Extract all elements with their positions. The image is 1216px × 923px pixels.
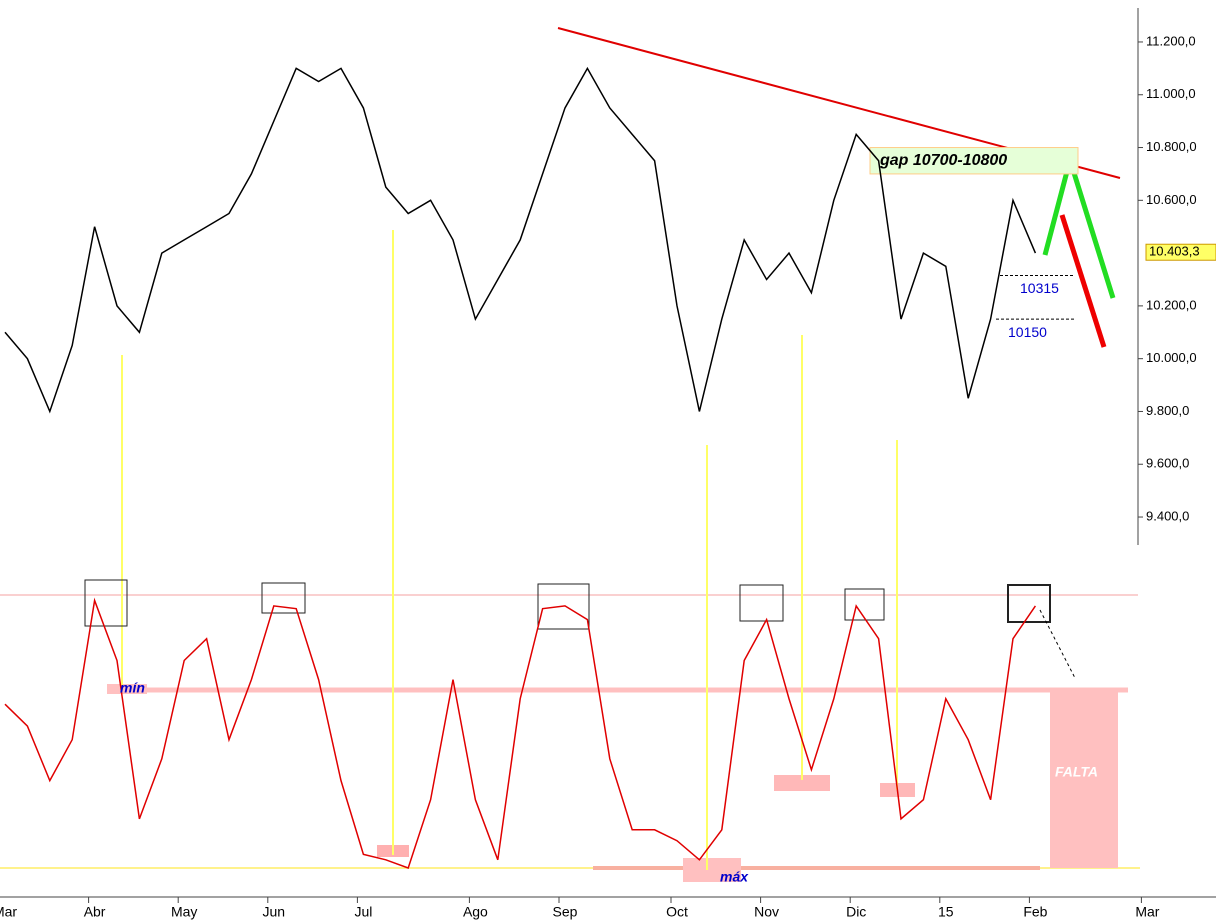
zone (774, 775, 830, 791)
x-tick-label: Abr (84, 904, 106, 920)
x-tick-label: Dic (846, 904, 866, 920)
x-tick-label: Jun (263, 904, 286, 920)
x-tick-label: 15 (938, 904, 954, 920)
falta-box (1050, 690, 1118, 868)
y-tick-label: 9.600,0 (1146, 456, 1189, 471)
gap-label: gap 10700-10800 (879, 152, 1007, 169)
arrow (1039, 609, 1076, 679)
y-tick-label: 10.000,0 (1146, 350, 1197, 365)
guides (121, 230, 898, 870)
x-tick-label: Mar (0, 904, 17, 920)
y-tick-label: 9.400,0 (1146, 508, 1189, 523)
level-label: 10150 (1008, 324, 1047, 340)
last-price-label: 10.403,3 (1149, 244, 1200, 259)
annotation: FALTA (1055, 764, 1098, 780)
y-tick-label: 11.000,0 (1146, 86, 1196, 101)
decorations (0, 8, 1216, 898)
zone (683, 858, 741, 882)
projection-up (1042, 150, 1116, 299)
y-tick-label: 10.200,0 (1146, 297, 1197, 312)
last-price-box (1145, 243, 1216, 261)
y-tick-label: 10.600,0 (1146, 192, 1197, 207)
x-tick-label: Mar (1135, 904, 1159, 920)
price-line (4, 66, 1037, 414)
x-tick-label: Oct (666, 904, 688, 920)
x-tick-label: Jul (354, 904, 372, 920)
x-tick-label: May (171, 904, 197, 920)
y-tick-label: 9.800,0 (1146, 403, 1189, 418)
peak-boxes (84, 579, 1051, 630)
level-label: 10315 (1020, 280, 1059, 296)
x-tick-label: Nov (754, 904, 779, 920)
x-tick-label: Ago (463, 904, 488, 920)
annotation: mín (120, 680, 145, 696)
gap-box (869, 147, 1079, 175)
y-tick-label: 10.800,0 (1146, 139, 1197, 154)
zone (107, 684, 147, 694)
x-tick-label: Sep (553, 904, 578, 920)
x-tick-label: Feb (1023, 904, 1047, 920)
oscillator-line (4, 597, 1037, 869)
projection-down (1059, 214, 1107, 348)
y-tick-label: 11.200,0 (1146, 33, 1196, 48)
annotation: máx (720, 869, 749, 885)
